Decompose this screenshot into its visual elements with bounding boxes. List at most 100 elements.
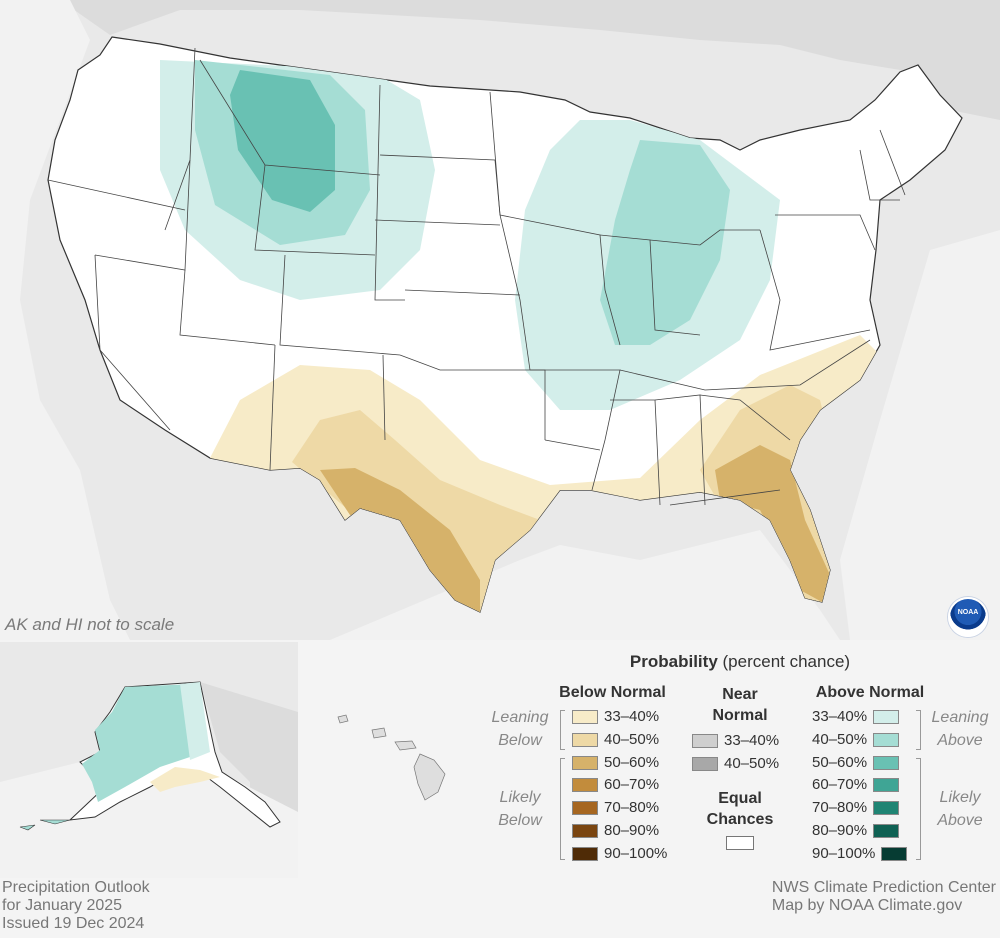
below-50-60-florida-georgia bbox=[715, 445, 830, 602]
near-normal-swatch bbox=[692, 734, 718, 749]
near-normal-header-line1: Near bbox=[722, 686, 758, 703]
map-title: Precipitation Outlook for January 2025 I… bbox=[2, 879, 150, 933]
near-normal-header: Near Normal bbox=[700, 684, 780, 726]
below-normal-label: 90–100% bbox=[604, 844, 668, 862]
leaning-below-label: Leaning Below bbox=[480, 706, 560, 752]
below-normal-swatch bbox=[572, 732, 598, 747]
alaska-above-33-40 bbox=[180, 682, 210, 760]
legend: Probability (percent chance) Below Norma… bbox=[480, 642, 1000, 878]
above-normal-swatch bbox=[873, 755, 900, 770]
below-normal-swatch bbox=[572, 710, 598, 725]
likely-above-label: Likely Above bbox=[920, 786, 1000, 832]
leaning-below-bracket bbox=[560, 710, 565, 750]
alaska-ocean bbox=[0, 762, 298, 878]
below-normal-row: 50–60% bbox=[572, 752, 659, 774]
legend-title-bold: Probability bbox=[629, 652, 718, 671]
above-normal-swatch bbox=[873, 710, 900, 725]
above-normal-row: 70–80% bbox=[812, 797, 900, 819]
aleutian-islands bbox=[19, 819, 71, 831]
near-normal-label: 40–50% bbox=[724, 754, 780, 772]
alaska-inset bbox=[0, 642, 298, 878]
likely-below-bracket bbox=[560, 758, 565, 860]
pacific-ocean bbox=[0, 0, 130, 640]
above-normal-row: 40–50% bbox=[812, 729, 900, 751]
near-normal-label: 33–40% bbox=[724, 732, 780, 749]
map-title-line2: for January 2025 bbox=[2, 897, 123, 914]
legend-title: Probability (percent chance) bbox=[480, 652, 1000, 672]
equal-chances-header: Equal Chances bbox=[700, 788, 780, 830]
below-normal-label: 60–70% bbox=[604, 776, 660, 794]
equal-chances-swatch bbox=[726, 836, 754, 850]
below-normal-header: Below Normal bbox=[559, 684, 666, 701]
below-normal-label: 80–90% bbox=[604, 822, 660, 839]
below-normal-swatch bbox=[572, 755, 598, 770]
leaning-below-line2: Below bbox=[498, 732, 542, 749]
scale-note: AK and HI not to scale bbox=[5, 615, 175, 634]
above-normal-row: 50–60% bbox=[812, 752, 900, 774]
likely-below-line1: Likely bbox=[499, 789, 541, 806]
above-normal-swatch bbox=[873, 778, 900, 793]
above-normal-row: 60–70% bbox=[812, 774, 900, 796]
likely-above-bracket bbox=[916, 758, 921, 860]
above-normal-label: 80–90% bbox=[812, 822, 868, 839]
near-normal-row: 33–40% bbox=[692, 730, 779, 752]
leaning-above-line1: Leaning bbox=[931, 709, 989, 726]
near-normal-header-line2: Normal bbox=[712, 707, 768, 724]
above-normal-swatch bbox=[873, 824, 900, 839]
atlantic-ocean bbox=[840, 230, 1000, 640]
conus-map bbox=[0, 0, 1000, 640]
below-normal-label: 50–60% bbox=[604, 753, 660, 771]
noaa-logo: NOAA bbox=[948, 597, 988, 637]
below-50-60-south-texas bbox=[320, 468, 480, 612]
credits-line1: NWS Climate Prediction Center bbox=[771, 879, 996, 896]
below-normal-swatch bbox=[572, 824, 598, 839]
above-normal-label: 50–60% bbox=[812, 753, 868, 771]
near-normal-swatch bbox=[692, 756, 718, 771]
below-normal-label: 33–40% bbox=[604, 708, 660, 725]
below-normal-row: 80–90% bbox=[572, 820, 659, 842]
above-normal-swatch bbox=[881, 846, 908, 861]
gulf-of-mexico bbox=[330, 530, 840, 640]
leaning-above-bracket bbox=[916, 710, 921, 750]
above-normal-row: 90–100% bbox=[812, 843, 908, 865]
kauai-island bbox=[337, 714, 349, 724]
leaning-below-line1: Leaning bbox=[491, 709, 549, 726]
big-island bbox=[413, 753, 446, 801]
state-borders bbox=[47, 47, 906, 506]
above-normal-row: 80–90% bbox=[812, 820, 900, 842]
hawaii-inset bbox=[300, 642, 478, 878]
below-normal-swatch bbox=[572, 778, 598, 793]
below-normal-row: 90–100% bbox=[572, 843, 667, 865]
map-title-line3: Issued 19 Dec 2024 bbox=[2, 915, 145, 932]
likely-above-line2: Above bbox=[937, 812, 983, 829]
above-40-50-great-lakes bbox=[600, 140, 730, 345]
leaning-above-label: Leaning Above bbox=[920, 706, 1000, 752]
below-normal-row: 70–80% bbox=[572, 797, 659, 819]
below-normal-row: 33–40% bbox=[572, 706, 659, 728]
below-normal-label: 40–50% bbox=[604, 730, 660, 748]
above-normal-label: 40–50% bbox=[812, 730, 868, 748]
above-normal-header: Above Normal bbox=[815, 684, 925, 701]
above-normal-swatch bbox=[873, 732, 900, 747]
above-normal-label: 33–40% bbox=[812, 708, 868, 725]
above-normal-label: 60–70% bbox=[812, 776, 868, 794]
legend-title-rest: (percent chance) bbox=[717, 652, 851, 671]
likely-below-line2: Below bbox=[498, 812, 542, 829]
alaska-below-33-40 bbox=[150, 767, 220, 792]
canada-region bbox=[60, 0, 1000, 120]
below-normal-row: 60–70% bbox=[572, 774, 659, 796]
near-normal-row: 40–50% bbox=[692, 753, 779, 775]
leaning-above-line2: Above bbox=[937, 732, 983, 749]
above-normal-label: 90–100% bbox=[812, 844, 876, 862]
below-normal-swatch bbox=[572, 846, 598, 861]
alaska-above-40-50 bbox=[82, 684, 205, 802]
likely-above-line1: Likely bbox=[939, 789, 981, 806]
map-title-line1: Precipitation Outlook bbox=[2, 879, 150, 896]
below-normal-swatch bbox=[572, 801, 598, 816]
above-normal-row: 33–40% bbox=[812, 706, 900, 728]
likely-below-label: Likely Below bbox=[480, 786, 560, 832]
above-50-60-montana bbox=[230, 70, 335, 212]
hawaii-background bbox=[300, 642, 478, 878]
credits-line2: Map by NOAA Climate.gov bbox=[771, 897, 963, 914]
oahu-island bbox=[371, 727, 387, 739]
